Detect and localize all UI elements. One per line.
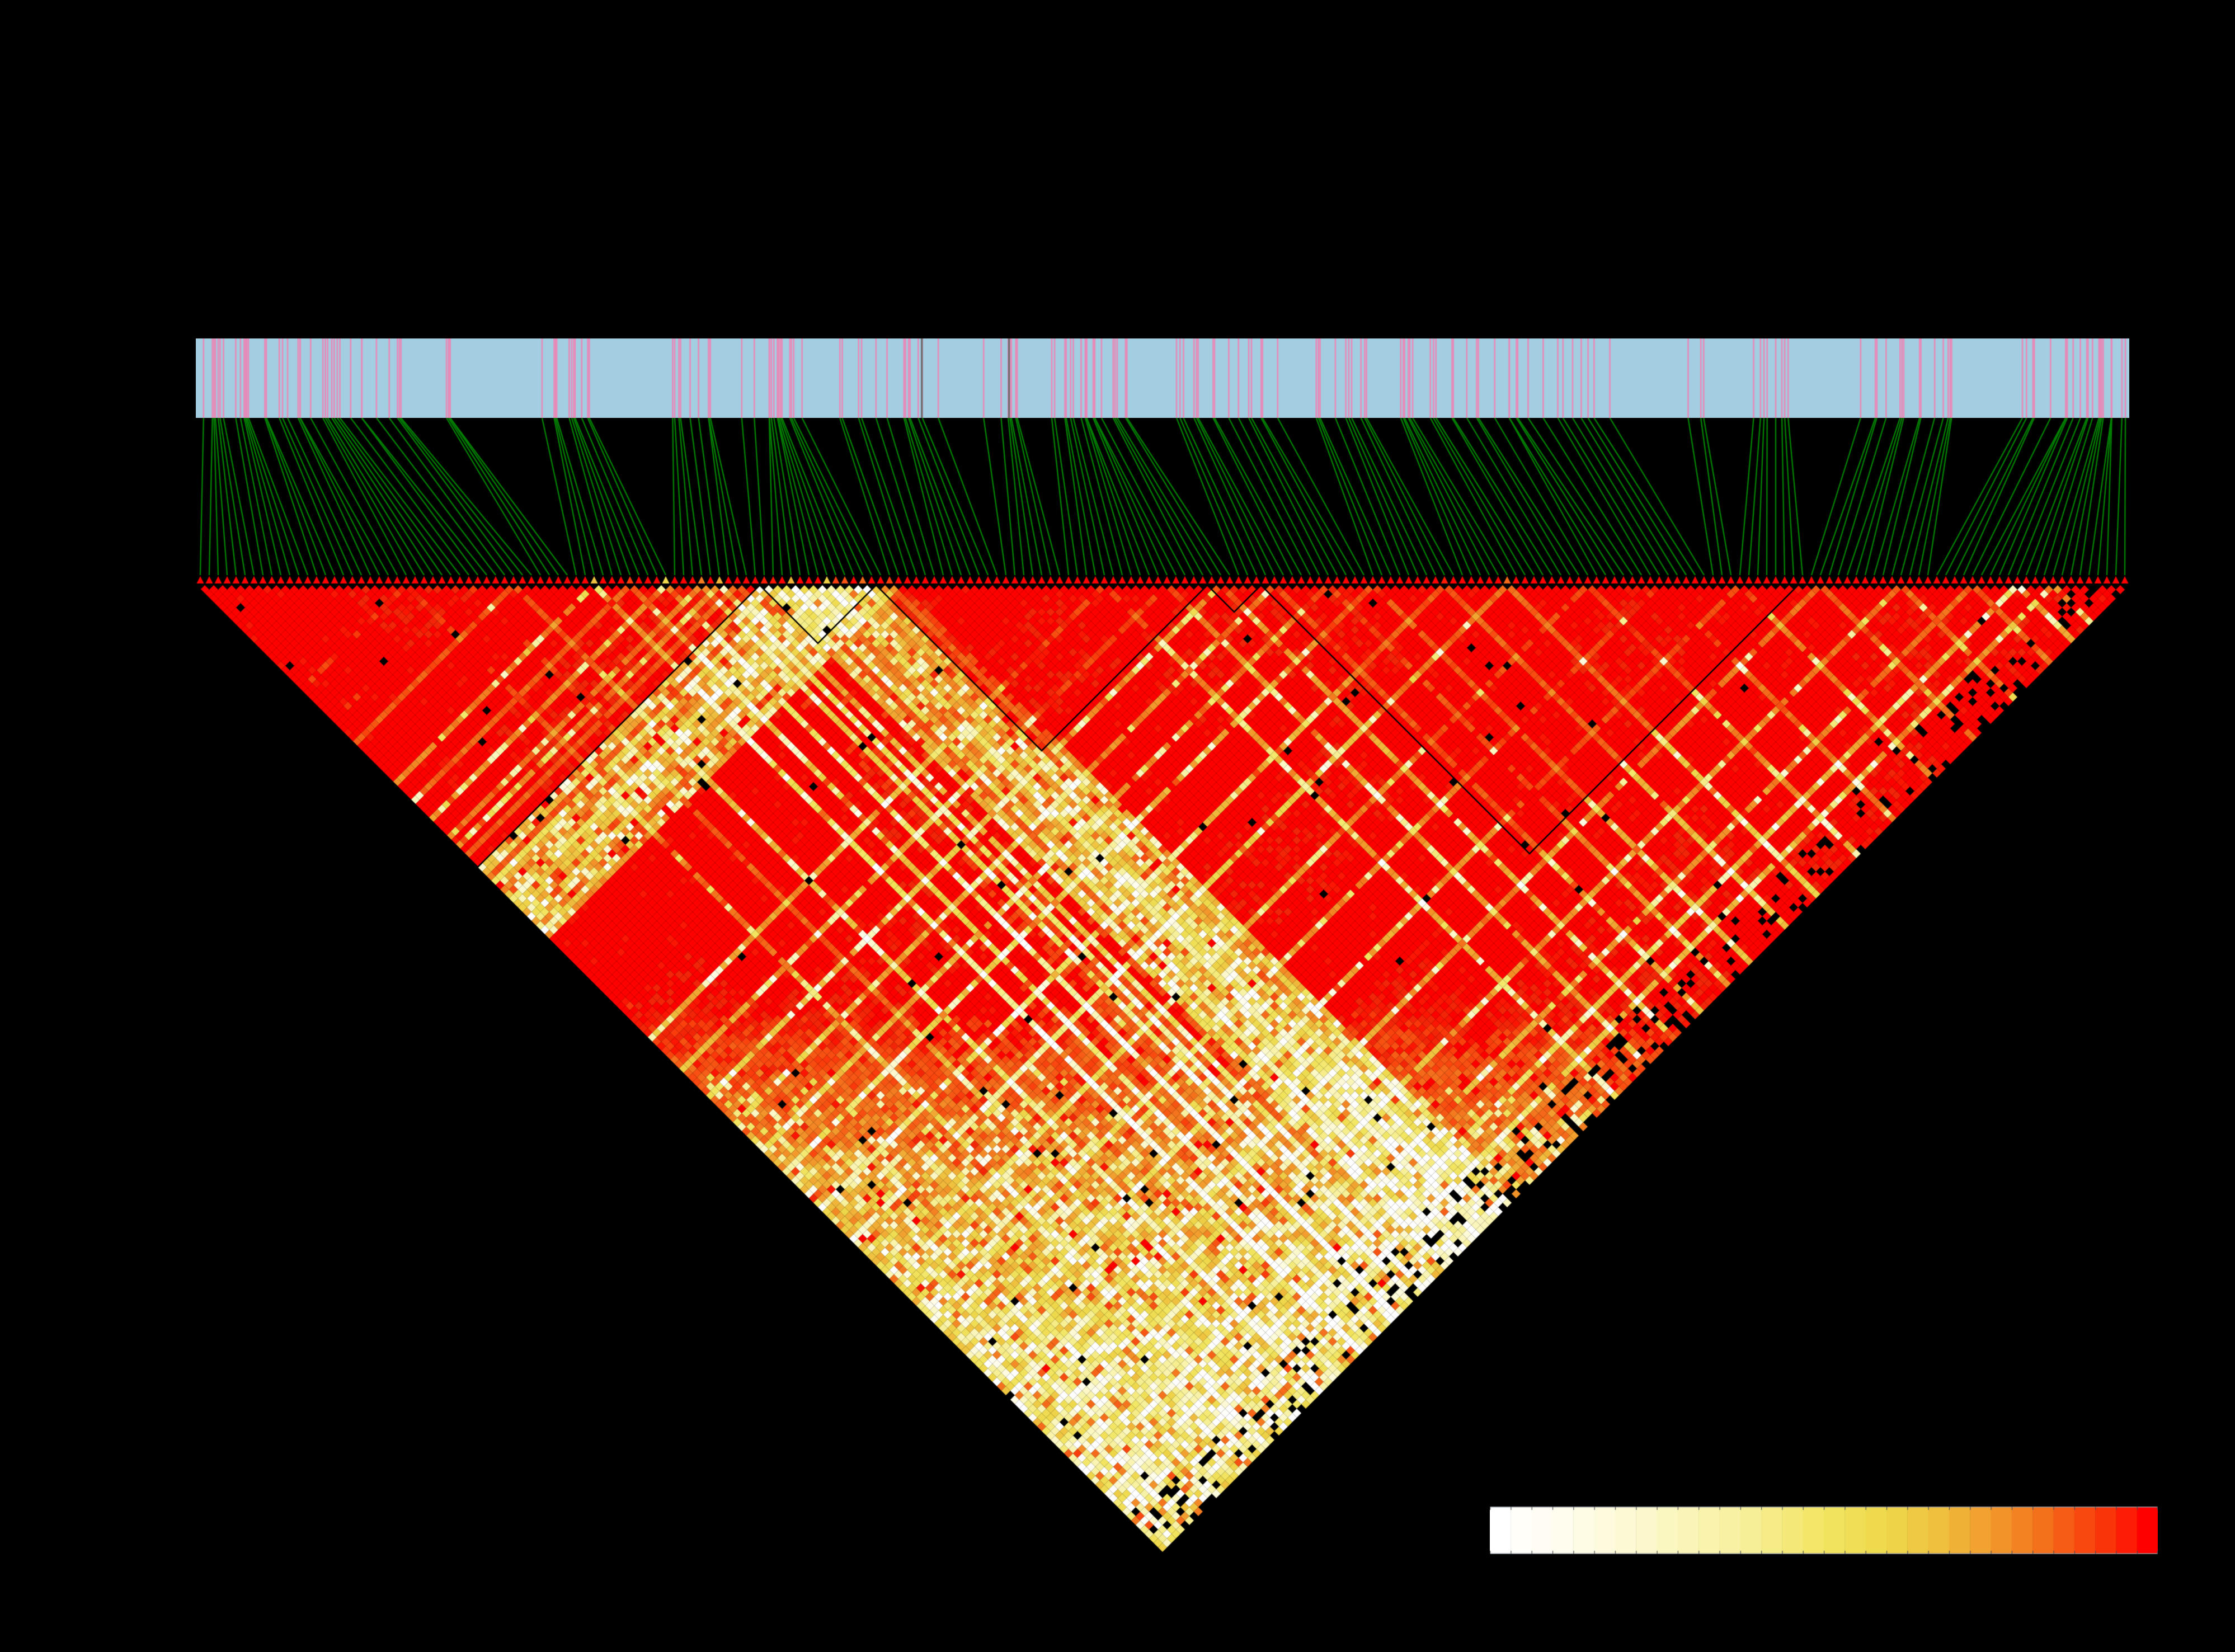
- ld-color-scale-bar: [1490, 1507, 2158, 1554]
- snp-position-ticks-layer: [196, 338, 2129, 418]
- marker-triangle-row: [196, 576, 2129, 584]
- snp-connector-lines-layer: [196, 418, 2129, 575]
- ld-heatmap-triangle: [195, 585, 2130, 1555]
